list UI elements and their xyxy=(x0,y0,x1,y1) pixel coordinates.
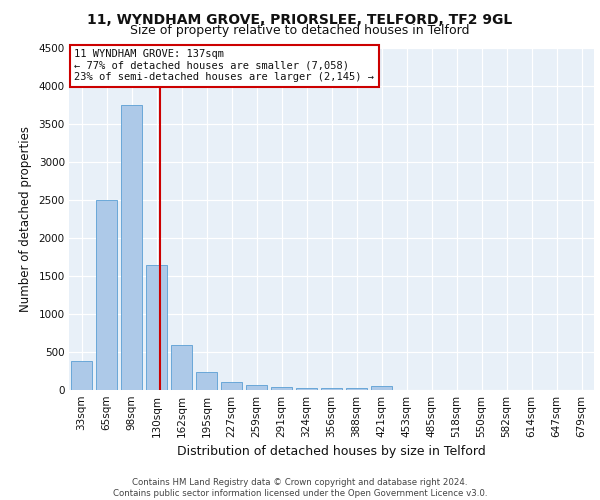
Bar xyxy=(71,362,92,390)
Text: 11, WYNDHAM GROVE, PRIORSLEE, TELFORD, TF2 9GL: 11, WYNDHAM GROVE, PRIORSLEE, TELFORD, T… xyxy=(88,12,512,26)
Bar xyxy=(196,372,217,390)
Bar xyxy=(121,104,142,390)
Bar xyxy=(246,385,267,390)
Bar xyxy=(96,200,117,390)
Bar xyxy=(321,388,342,390)
Bar xyxy=(171,345,192,390)
Y-axis label: Number of detached properties: Number of detached properties xyxy=(19,126,32,312)
Text: Size of property relative to detached houses in Telford: Size of property relative to detached ho… xyxy=(130,24,470,37)
Bar xyxy=(146,265,167,390)
Bar xyxy=(296,388,317,390)
Bar xyxy=(346,388,367,390)
X-axis label: Distribution of detached houses by size in Telford: Distribution of detached houses by size … xyxy=(177,446,486,458)
Bar xyxy=(371,386,392,390)
Bar xyxy=(271,388,292,390)
Bar xyxy=(221,382,242,390)
Text: Contains HM Land Registry data © Crown copyright and database right 2024.
Contai: Contains HM Land Registry data © Crown c… xyxy=(113,478,487,498)
Text: 11 WYNDHAM GROVE: 137sqm
← 77% of detached houses are smaller (7,058)
23% of sem: 11 WYNDHAM GROVE: 137sqm ← 77% of detach… xyxy=(74,49,374,82)
